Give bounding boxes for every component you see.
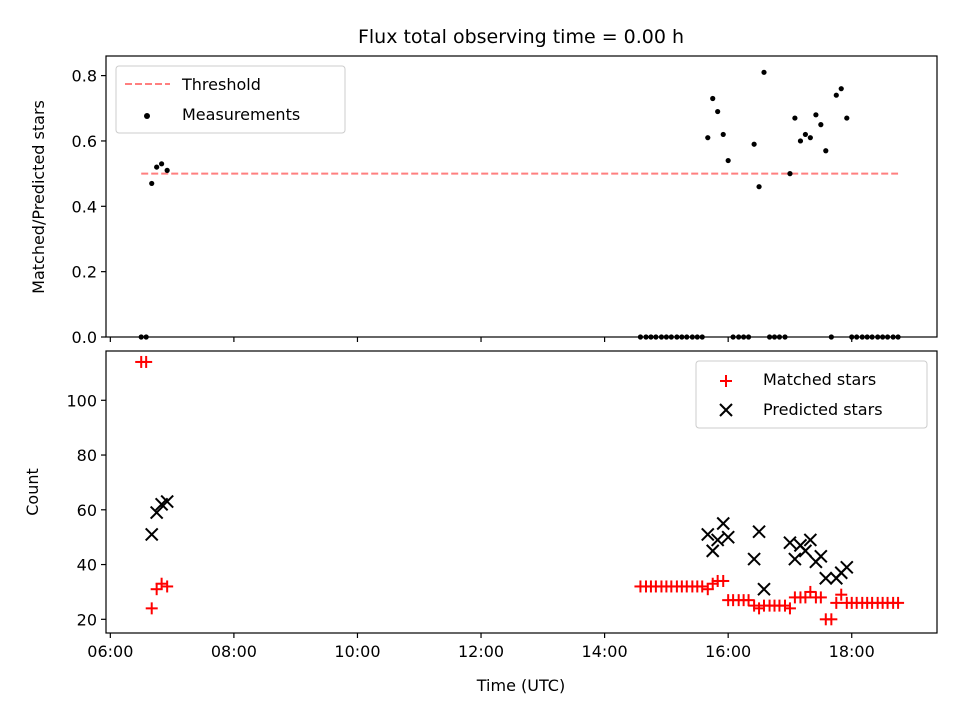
top-y-axis: 0.0 0.2 0.4 0.6 0.8 xyxy=(72,67,106,347)
bottom-x-tick-label: 12:00 xyxy=(458,642,504,661)
measurements-point xyxy=(756,184,762,190)
predicted-stars-point xyxy=(803,533,818,547)
bottom-panel: 20 40 60 80 100 06:00 08:00 10:00 12:00 14:00 16:… xyxy=(23,350,938,695)
chart-title: Flux total observing time = 0.00 h xyxy=(358,26,684,48)
measurements-point xyxy=(705,135,711,141)
matched-stars-point xyxy=(145,602,158,615)
matched-stars-point xyxy=(814,591,827,604)
bottom-x-tick-label: 06:00 xyxy=(87,642,133,661)
bottom-y-axis-label: Count xyxy=(23,468,42,516)
measurements-point xyxy=(154,164,160,170)
predicted-stars-point xyxy=(814,549,828,564)
top-y-tick-label: 0.4 xyxy=(72,197,97,216)
matched-stars-point xyxy=(140,355,153,368)
matched-stars-point xyxy=(783,602,796,615)
predicted-stars-point xyxy=(757,582,771,596)
measurements-legend-label: Measurements xyxy=(182,105,300,124)
predicted-stars-point xyxy=(160,494,174,509)
matched-stars-point xyxy=(825,613,838,626)
predicted-stars-point xyxy=(145,527,159,542)
predicted-stars-point xyxy=(149,505,164,520)
bottom-y-tick-label: 100 xyxy=(66,391,97,410)
top-y-tick-label: 0.8 xyxy=(72,67,97,86)
measurements-point xyxy=(715,108,721,115)
predicted-stars-point xyxy=(819,571,833,585)
measurements-point xyxy=(844,115,850,121)
bottom-y-tick-label: 20 xyxy=(77,610,97,629)
predicted-stars-point xyxy=(716,516,730,531)
top-plot-marks xyxy=(138,69,901,340)
bottom-x-tick-label: 14:00 xyxy=(582,642,628,661)
matched-stars-legend-marker xyxy=(720,375,732,387)
top-y-tick-label: 0.6 xyxy=(72,132,97,151)
measurements-point xyxy=(761,69,767,75)
bottom-y-tick-label: 80 xyxy=(77,446,97,465)
predicted-stars-point xyxy=(788,552,802,566)
matched-stars-point xyxy=(742,594,755,607)
x-axis-label: Time (UTC) xyxy=(476,676,565,695)
matched-stars-point xyxy=(835,588,848,601)
predicted-stars-point xyxy=(752,524,766,539)
measurements-point xyxy=(802,131,808,138)
predicted-stars-point xyxy=(721,530,735,544)
predicted-stars-point xyxy=(710,533,725,547)
bottom-x-tick-label: 18:00 xyxy=(829,642,875,661)
measurements-legend-marker xyxy=(144,113,150,119)
bottom-x-tick-label: 08:00 xyxy=(211,642,257,661)
measurements-point xyxy=(751,141,757,147)
measurements-point xyxy=(818,122,824,128)
measurements-point xyxy=(720,131,726,138)
matched-stars-point xyxy=(696,580,709,593)
threshold-legend-label: Threshold xyxy=(181,75,261,94)
measurements-point xyxy=(813,112,819,118)
matched-stars-point xyxy=(892,596,905,609)
predicted-stars-point xyxy=(747,552,761,566)
measurements-point xyxy=(149,180,155,187)
measurements-point xyxy=(710,95,716,102)
matched-stars-point xyxy=(717,574,730,587)
predicted-stars-legend-marker xyxy=(719,403,733,417)
bottom-y-tick-label: 40 xyxy=(77,556,97,575)
measurements-point xyxy=(787,171,793,177)
bottom-x-tick-label: 16:00 xyxy=(705,642,751,661)
matched-stars-point xyxy=(155,577,168,590)
predicted-stars-point xyxy=(783,535,797,550)
top-x-axis xyxy=(109,337,853,342)
top-y-tick-label: 0.0 xyxy=(72,328,97,347)
top-y-tick-label: 0.2 xyxy=(72,263,97,282)
bottom-x-tick-label: 10:00 xyxy=(334,642,380,661)
measurements-point xyxy=(164,167,170,173)
top-panel: 0.00.20.40.60.8 Matched/Predicted stars … xyxy=(29,55,938,347)
measurements-point xyxy=(838,86,844,92)
bottom-legend: Matched stars Predicted stars xyxy=(695,360,928,429)
measurements-point xyxy=(725,157,731,164)
bottom-y-axis: 20 40 60 80 100 xyxy=(66,391,106,629)
predicted-stars-legend-label: Predicted stars xyxy=(763,400,883,419)
top-legend: Threshold Measurements xyxy=(115,65,346,134)
measurements-point xyxy=(833,92,839,98)
matched-stars-legend-label: Matched stars xyxy=(763,370,876,389)
predicted-stars-point xyxy=(798,544,813,558)
predicted-stars-point xyxy=(840,560,854,574)
matched-stars-point xyxy=(804,585,817,598)
matched-stars-point xyxy=(161,580,174,593)
measurements-point xyxy=(807,135,813,141)
bottom-x-axis: 06:00 08:00 10:00 12:00 14:00 16:00 18:00 xyxy=(87,633,875,661)
predicted-stars-point xyxy=(706,544,720,558)
measurements-point xyxy=(823,148,829,154)
top-plot-frame xyxy=(105,55,938,338)
bottom-plot-marks xyxy=(135,355,905,626)
measurements-point xyxy=(792,115,798,121)
top-y-axis-label: Matched/Predicted stars xyxy=(29,100,48,294)
measurements-point xyxy=(797,138,804,144)
bottom-y-tick-label: 60 xyxy=(77,501,97,520)
predicted-stars-point xyxy=(701,527,715,542)
bottom-plot-frame xyxy=(105,350,938,634)
measurements-point xyxy=(159,161,165,167)
matched-stars-point xyxy=(830,596,843,609)
